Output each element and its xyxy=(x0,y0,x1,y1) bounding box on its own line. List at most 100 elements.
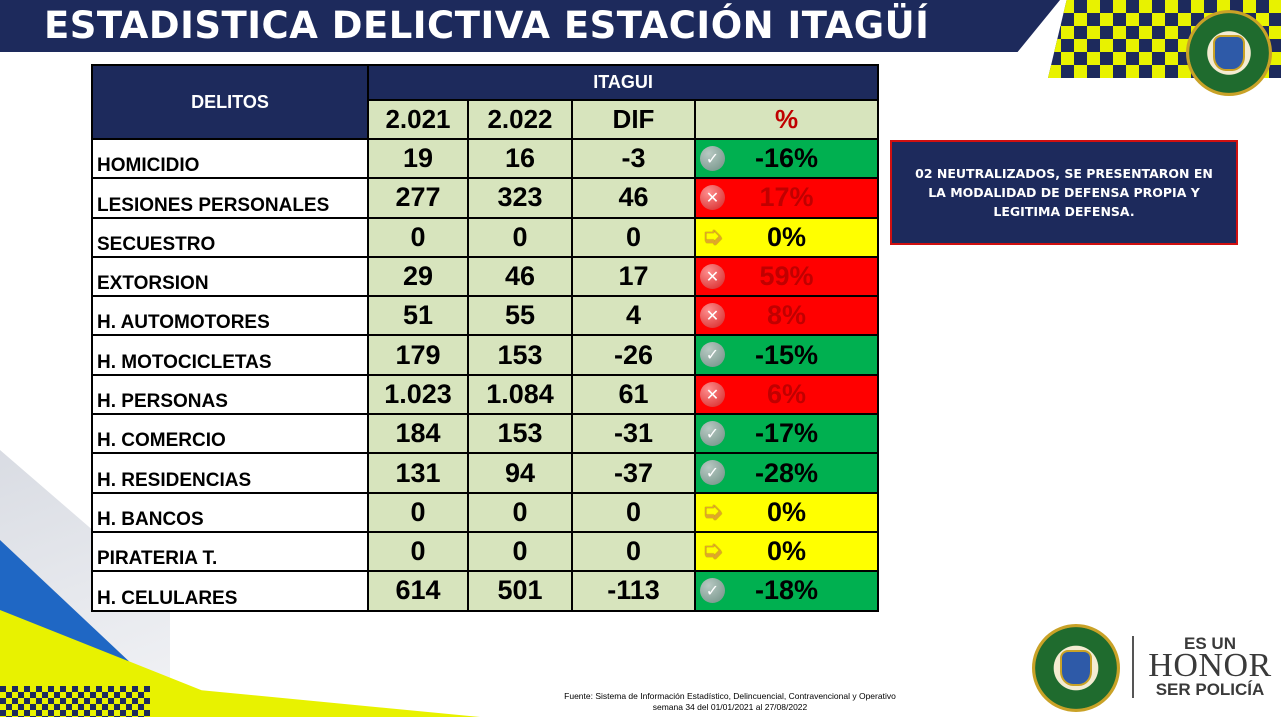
percent-cell: ✕ 6% xyxy=(693,373,880,416)
value-2021: 179 xyxy=(367,334,469,376)
table-row: PIRATERIA T. 0 0 0 ➭ 0% xyxy=(91,530,880,573)
table-row: H. PERSONAS 1.023 1.084 61 ✕ 6% xyxy=(91,373,880,416)
check-icon: ✓ xyxy=(700,460,725,486)
value-dif: 0 xyxy=(571,530,696,573)
column-header-delitos: DELITOS xyxy=(91,64,369,140)
percent-cell: ✕ 8% xyxy=(693,295,880,337)
value-2022: 153 xyxy=(467,413,573,455)
value-dif: -26 xyxy=(571,334,696,376)
value-2021: 0 xyxy=(367,530,469,573)
note-text: 02 NEUTRALIZADOS, SE PRESENTARON EN LA M… xyxy=(915,166,1213,219)
crime-name: H. AUTOMOTORES xyxy=(91,295,369,337)
value-2021: 0 xyxy=(367,216,469,258)
value-dif: 4 xyxy=(571,295,696,337)
table-row: SECUESTRO 0 0 0 ➭ 0% xyxy=(91,216,880,258)
value-dif: 46 xyxy=(571,177,696,219)
value-2022: 55 xyxy=(467,295,573,337)
note-box: 02 NEUTRALIZADOS, SE PRESENTARON EN LA M… xyxy=(890,140,1238,245)
value-dif: -3 xyxy=(571,137,696,180)
percent-value: 0% xyxy=(767,221,807,252)
percent-value: -16% xyxy=(755,143,819,174)
percent-value: -15% xyxy=(755,339,819,370)
percent-cell: ➭ 0% xyxy=(693,491,880,533)
percent-value: -28% xyxy=(755,457,819,488)
slogan-line-1: ES UN xyxy=(1184,634,1236,653)
column-header-2022: 2.022 xyxy=(467,99,573,140)
crime-name: EXTORSION xyxy=(91,255,369,298)
page-title: ESTADISTICA DELICTIVA ESTACIÓN ITAGÜÍ xyxy=(44,4,930,47)
value-2021: 51 xyxy=(367,295,469,337)
check-icon: ✓ xyxy=(700,421,725,447)
percent-value: 59% xyxy=(759,261,814,292)
slogan-line-3: SER POLICÍA xyxy=(1155,680,1265,699)
value-2022: 323 xyxy=(467,177,573,219)
column-header-dif: DIF xyxy=(571,99,696,140)
arrow-right-icon: ➭ xyxy=(701,535,724,566)
crime-name: LESIONES PERSONALES xyxy=(91,177,369,219)
table-row: HOMICIDIO 19 16 -3 ✓ -16% xyxy=(91,137,880,180)
value-dif: 0 xyxy=(571,216,696,258)
percent-cell: ✕ 59% xyxy=(693,255,880,298)
percent-cell: ✓ -28% xyxy=(693,452,880,494)
crime-name: H. COMERCIO xyxy=(91,413,369,455)
check-icon: ✓ xyxy=(700,578,725,604)
percent-value: 0% xyxy=(767,496,807,527)
crime-name: H. RESIDENCIAS xyxy=(91,452,369,494)
value-2022: 0 xyxy=(467,530,573,573)
table-row: H. COMERCIO 184 153 -31 ✓ -17% xyxy=(91,413,880,455)
value-2022: 0 xyxy=(467,216,573,258)
x-icon: ✕ xyxy=(700,381,725,407)
slogan-divider xyxy=(1132,636,1134,698)
percent-value: 6% xyxy=(767,378,807,409)
police-seal-logo xyxy=(1186,10,1272,96)
arrow-right-icon: ➭ xyxy=(701,496,724,527)
value-2021: 131 xyxy=(367,452,469,494)
checkered-band-bottom xyxy=(0,686,150,717)
percent-cell: ✓ -15% xyxy=(693,334,880,376)
value-dif: -31 xyxy=(571,413,696,455)
table-row: H. CELULARES 614 501 -113 ✓ -18% xyxy=(91,570,880,612)
police-seal-logo-bottom xyxy=(1032,624,1120,712)
percent-cell: ✓ -16% xyxy=(693,137,880,180)
value-2021: 19 xyxy=(367,137,469,180)
value-dif: 61 xyxy=(571,373,696,416)
table-row: H. BANCOS 0 0 0 ➭ 0% xyxy=(91,491,880,533)
column-header-percent: % xyxy=(693,99,880,140)
table-row: H. MOTOCICLETAS 179 153 -26 ✓ -15% xyxy=(91,334,880,376)
source-line-1: Fuente: Sistema de Información Estadísti… xyxy=(564,691,896,701)
percent-cell: ✓ -17% xyxy=(693,413,880,455)
percent-value: -17% xyxy=(755,418,819,449)
crime-statistics-table: DELITOS ITAGUI 2.021 2.022 DIF % HOMICID… xyxy=(91,64,880,612)
x-icon: ✕ xyxy=(700,185,725,211)
value-dif: 0 xyxy=(571,491,696,533)
percent-value: -18% xyxy=(755,575,819,606)
table-row: EXTORSION 29 46 17 ✕ 59% xyxy=(91,255,880,298)
table-row: H. AUTOMOTORES 51 55 4 ✕ 8% xyxy=(91,295,880,337)
crime-name: H. PERSONAS xyxy=(91,373,369,416)
percent-cell: ➭ 0% xyxy=(693,216,880,258)
arrow-right-icon: ➭ xyxy=(701,221,724,252)
crime-name: H. CELULARES xyxy=(91,570,369,612)
percent-value: 17% xyxy=(759,182,814,213)
value-2021: 614 xyxy=(367,570,469,612)
value-2021: 184 xyxy=(367,413,469,455)
check-icon: ✓ xyxy=(700,342,725,368)
value-2021: 0 xyxy=(367,491,469,533)
value-2022: 153 xyxy=(467,334,573,376)
crime-name: H. BANCOS xyxy=(91,491,369,533)
slogan-line-2: HONOR xyxy=(1148,647,1272,684)
value-2022: 94 xyxy=(467,452,573,494)
source-footnote: Fuente: Sistema de Información Estadísti… xyxy=(520,691,940,713)
source-line-2: semana 34 del 01/01/2021 al 27/08/2022 xyxy=(652,702,808,712)
header-bar xyxy=(0,0,1060,52)
value-dif: -37 xyxy=(571,452,696,494)
value-dif: -113 xyxy=(571,570,696,612)
value-2022: 1.084 xyxy=(467,373,573,416)
crime-name: HOMICIDIO xyxy=(91,137,369,180)
crime-name: PIRATERIA T. xyxy=(91,530,369,573)
crime-name: SECUESTRO xyxy=(91,216,369,258)
value-2021: 29 xyxy=(367,255,469,298)
value-2021: 277 xyxy=(367,177,469,219)
value-2022: 0 xyxy=(467,491,573,533)
value-2022: 46 xyxy=(467,255,573,298)
